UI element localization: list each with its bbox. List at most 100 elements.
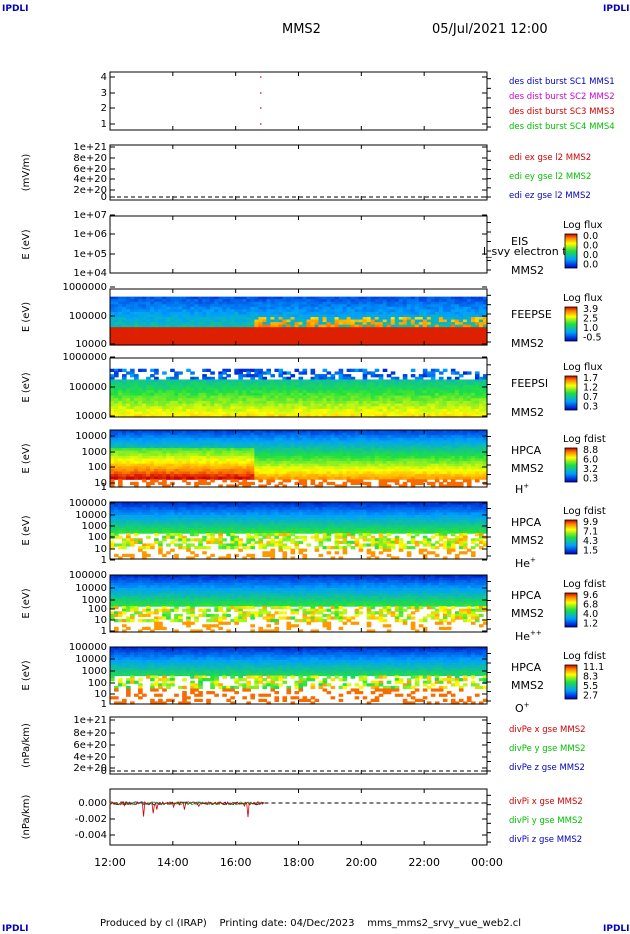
heatmap-cell bbox=[274, 453, 280, 457]
heatmap-cell bbox=[298, 432, 304, 436]
heatmap-cell bbox=[218, 299, 223, 303]
heatmap-cell bbox=[482, 392, 488, 397]
heatmap-cell bbox=[186, 453, 191, 457]
heatmap-cell bbox=[370, 309, 376, 313]
heatmap-cell bbox=[282, 458, 288, 462]
heatmap-cell bbox=[314, 376, 320, 381]
heatmap-cell bbox=[302, 387, 308, 391]
heatmap-cell bbox=[370, 296, 376, 300]
heatmap-cell bbox=[390, 301, 396, 305]
heatmap-cell bbox=[366, 339, 372, 344]
heatmap-cell bbox=[138, 382, 143, 386]
heatmap-cell bbox=[234, 403, 239, 407]
heatmap-cell bbox=[250, 398, 255, 402]
heatmap-cell bbox=[310, 329, 316, 333]
heatmap-cell bbox=[218, 408, 223, 413]
heatmap-cell bbox=[238, 455, 243, 460]
heatmap-cell bbox=[402, 461, 408, 465]
heatmap-cell bbox=[402, 374, 408, 378]
heatmap-cell bbox=[474, 379, 480, 383]
heatmap-cell bbox=[322, 430, 328, 434]
heatmap-cell bbox=[282, 392, 288, 397]
heatmap-cell bbox=[290, 445, 296, 449]
heatmap-cell bbox=[330, 301, 336, 305]
heatmap-cell bbox=[406, 430, 412, 434]
y-tick-label: 100000 bbox=[69, 311, 107, 322]
heatmap-cell bbox=[454, 301, 460, 305]
heatmap-cell bbox=[342, 455, 348, 460]
heatmap-cell bbox=[246, 379, 251, 383]
y-axis-label: (mV/m) bbox=[21, 154, 32, 192]
heatmap-cell bbox=[194, 390, 199, 394]
heatmap-cell bbox=[430, 382, 436, 386]
heatmap-cell bbox=[298, 342, 304, 346]
heatmap-cell bbox=[118, 403, 123, 407]
heatmap-cell bbox=[362, 304, 368, 308]
heatmap-cell bbox=[254, 322, 259, 326]
heatmap-cell bbox=[382, 432, 388, 436]
heatmap-cell bbox=[310, 458, 316, 462]
heatmap-cell bbox=[326, 442, 332, 447]
heatmap-cell bbox=[222, 406, 227, 410]
heatmap-cell bbox=[374, 334, 380, 338]
heatmap-cell bbox=[134, 304, 139, 308]
heatmap-cell bbox=[326, 390, 332, 394]
heatmap-cell bbox=[266, 390, 272, 394]
heatmap-cell bbox=[146, 306, 151, 310]
spacecraft-label: MMS2 bbox=[511, 406, 544, 419]
heatmap-cell bbox=[218, 306, 223, 310]
heatmap-cell bbox=[110, 435, 115, 439]
heatmap-cell bbox=[310, 314, 316, 318]
heatmap-cell bbox=[134, 384, 139, 389]
heatmap-cell bbox=[454, 332, 460, 336]
heatmap-cell bbox=[198, 395, 203, 399]
heatmap-cell bbox=[202, 458, 207, 462]
heatmap-cell bbox=[270, 301, 276, 305]
heatmap-cell bbox=[370, 450, 376, 454]
heatmap-cell bbox=[158, 430, 163, 434]
heatmap-cell bbox=[434, 324, 440, 328]
heatmap-cell bbox=[426, 379, 432, 383]
heatmap-cell bbox=[406, 392, 412, 397]
heatmap-cell bbox=[370, 332, 376, 336]
heatmap-cell bbox=[234, 371, 239, 375]
heatmap-cell bbox=[210, 329, 215, 333]
heatmap-cell bbox=[222, 376, 227, 381]
legend-des-dist-burst-1: des dist burst SC2 MMS2 bbox=[509, 92, 615, 102]
heatmap-cell bbox=[290, 301, 296, 305]
heatmap-cell bbox=[234, 327, 239, 331]
legend-edi-e-gse-2: edi ez gse l2 MMS2 bbox=[509, 191, 591, 201]
heatmap-cell bbox=[154, 319, 159, 323]
heatmap-cell bbox=[386, 322, 392, 326]
heatmap-cell bbox=[450, 329, 456, 333]
heatmap-cell bbox=[202, 327, 207, 331]
heatmap-cell bbox=[346, 476, 352, 480]
heatmap-cell bbox=[198, 317, 203, 321]
heatmap-cell bbox=[402, 411, 408, 415]
heatmap-cell bbox=[478, 406, 484, 410]
heatmap-cell bbox=[186, 309, 191, 313]
heatmap-cell bbox=[458, 317, 464, 321]
heatmap-cell bbox=[114, 411, 119, 415]
heatmap-cell bbox=[382, 445, 388, 449]
heatmap-cell bbox=[362, 317, 368, 321]
heatmap-cell bbox=[422, 382, 428, 386]
heatmap-cell bbox=[318, 339, 324, 344]
heatmap-cell bbox=[274, 474, 280, 478]
heatmap-cell bbox=[138, 411, 143, 415]
heatmap-cell bbox=[394, 476, 400, 480]
heatmap-cell bbox=[446, 403, 452, 407]
heatmap-cell bbox=[310, 445, 316, 449]
heatmap-cell bbox=[206, 368, 211, 373]
heatmap-cell bbox=[170, 368, 175, 373]
heatmap-cell bbox=[142, 337, 147, 341]
heatmap-cell bbox=[122, 461, 127, 465]
heatmap-cell bbox=[254, 414, 259, 418]
heatmap-cell bbox=[318, 450, 324, 454]
heatmap-cell bbox=[362, 445, 368, 449]
heatmap-cell bbox=[374, 466, 380, 470]
y-tick-label: 0 bbox=[101, 192, 107, 203]
heatmap-cell bbox=[390, 440, 396, 444]
heatmap-cell bbox=[302, 476, 308, 480]
heatmap-cell bbox=[454, 337, 460, 341]
